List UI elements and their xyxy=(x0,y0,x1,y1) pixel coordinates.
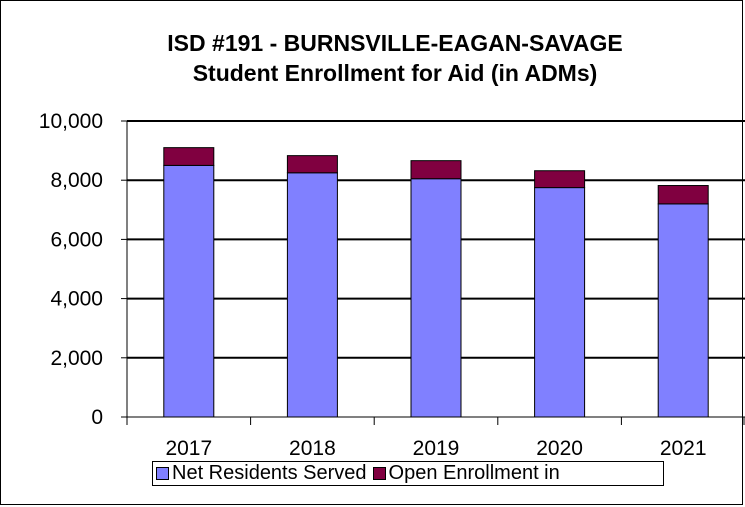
legend-label-open-enrollment: Open Enrollment in xyxy=(388,462,560,484)
bar-open-enrollment-2021 xyxy=(657,185,709,205)
bar-net-residents-2021 xyxy=(657,203,709,418)
y-tick-label-5: 10,000 xyxy=(39,110,103,133)
y-tick-label-2: 4,000 xyxy=(50,288,103,311)
y-tick-label-0: 0 xyxy=(91,406,103,429)
bar-open-enrollment-2019 xyxy=(410,160,462,180)
x-tick-label-2018: 2018 xyxy=(289,437,336,460)
y-tick-label-1: 2,000 xyxy=(50,347,103,370)
chart-subtitle: Student Enrollment for Aid (in ADMs) xyxy=(192,60,598,86)
legend-item-open-enrollment: Open Enrollment in xyxy=(372,462,560,485)
bar-net-residents-2017 xyxy=(163,164,215,418)
x-tick-label-2021: 2021 xyxy=(660,437,707,460)
y-tick-label-3: 6,000 xyxy=(50,228,103,251)
bar-open-enrollment-2020 xyxy=(534,170,586,189)
x-tick-label-2020: 2020 xyxy=(536,437,583,460)
legend-swatch-net-residents xyxy=(156,467,169,480)
bar-net-residents-2019 xyxy=(410,178,462,418)
bar-net-residents-2018 xyxy=(286,172,338,418)
bar-open-enrollment-2018 xyxy=(286,155,338,174)
x-tick-label-2017: 2017 xyxy=(165,437,212,460)
chart-legend: Net Residents Served Open Enrollment in xyxy=(152,461,664,486)
legend-swatch-open-enrollment xyxy=(372,467,386,480)
x-tick-label-2019: 2019 xyxy=(413,437,460,460)
chart-title: ISD #191 - BURNSVILLE-EAGAN-SAVAGE xyxy=(167,30,623,56)
y-tick-label-4: 8,000 xyxy=(50,169,103,192)
bar-net-residents-2020 xyxy=(534,187,586,418)
chart-title-block: ISD #191 - BURNSVILLE-EAGAN-SAVAGE Stude… xyxy=(0,28,745,88)
bar-open-enrollment-2017 xyxy=(163,147,215,166)
legend-label-net-residents: Net Residents Served xyxy=(172,462,367,484)
legend-item-net-residents: Net Residents Served xyxy=(156,462,367,485)
